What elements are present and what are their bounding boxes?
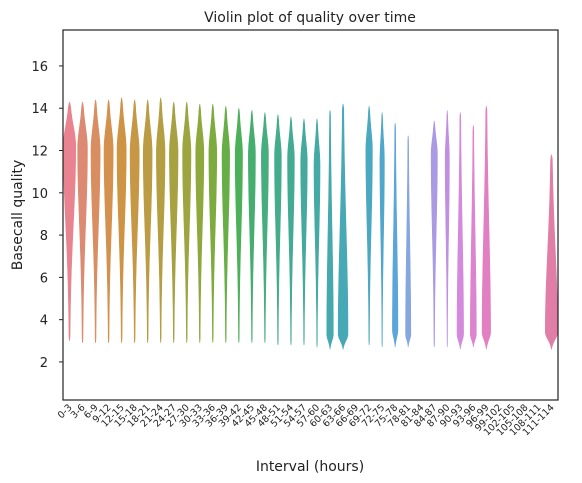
violin-54-57 xyxy=(300,118,308,346)
violin-45-48 xyxy=(261,112,269,343)
violin-0-3 xyxy=(63,101,77,341)
violin-39-42 xyxy=(234,108,243,343)
y-tick-label: 2 xyxy=(40,356,48,371)
violin-75-78 xyxy=(392,123,399,348)
violin-84-87 xyxy=(430,120,438,348)
violin-90-93 xyxy=(456,112,464,350)
x-axis-label: Interval (hours) xyxy=(256,459,364,475)
violin-36-39 xyxy=(221,106,230,343)
violin-111-114 xyxy=(545,154,558,350)
violin-24-27 xyxy=(169,101,179,343)
violin-42-45 xyxy=(248,110,256,343)
violin-33-36 xyxy=(208,103,218,343)
violin-69-72 xyxy=(365,106,373,346)
violin-12-15 xyxy=(116,97,127,343)
violin-group xyxy=(63,97,558,350)
violin-21-24 xyxy=(156,97,166,343)
y-tick-label: 14 xyxy=(31,102,48,117)
y-tick-label: 4 xyxy=(40,314,48,329)
violin-9-12 xyxy=(103,99,114,343)
x-axis-ticks: 0-33-66-99-1212-1515-1818-2121-2424-2727… xyxy=(56,402,557,438)
violin-57-60 xyxy=(313,118,321,348)
violin-51-54 xyxy=(287,116,295,346)
y-tick-label: 16 xyxy=(31,60,48,75)
y-axis-label: Basecall quality xyxy=(10,160,26,271)
violin-15-18 xyxy=(129,99,140,343)
chart-title: Violin plot of quality over time xyxy=(204,10,416,26)
violin-63-66 xyxy=(337,103,349,350)
violin-18-21 xyxy=(142,99,153,343)
y-tick-label: 10 xyxy=(31,187,48,202)
violin-87-90 xyxy=(444,110,450,348)
violin-96-99 xyxy=(481,106,491,350)
violin-72-75 xyxy=(379,112,385,348)
violin-27-30 xyxy=(182,101,192,343)
violin-78-81 xyxy=(405,135,412,348)
violin-6-9 xyxy=(90,99,101,343)
violin-48-51 xyxy=(274,114,282,346)
violin-93-96 xyxy=(470,125,477,348)
violin-60-63 xyxy=(326,110,334,350)
y-tick-label: 12 xyxy=(31,145,48,160)
y-tick-label: 8 xyxy=(40,229,48,244)
violin-3-6 xyxy=(77,101,88,343)
violin-30-33 xyxy=(195,103,205,343)
y-axis-ticks: 2 4 6 8 10 12 14 16 xyxy=(31,60,63,371)
y-tick-label: 6 xyxy=(40,271,48,286)
plot-frame xyxy=(62,29,559,401)
